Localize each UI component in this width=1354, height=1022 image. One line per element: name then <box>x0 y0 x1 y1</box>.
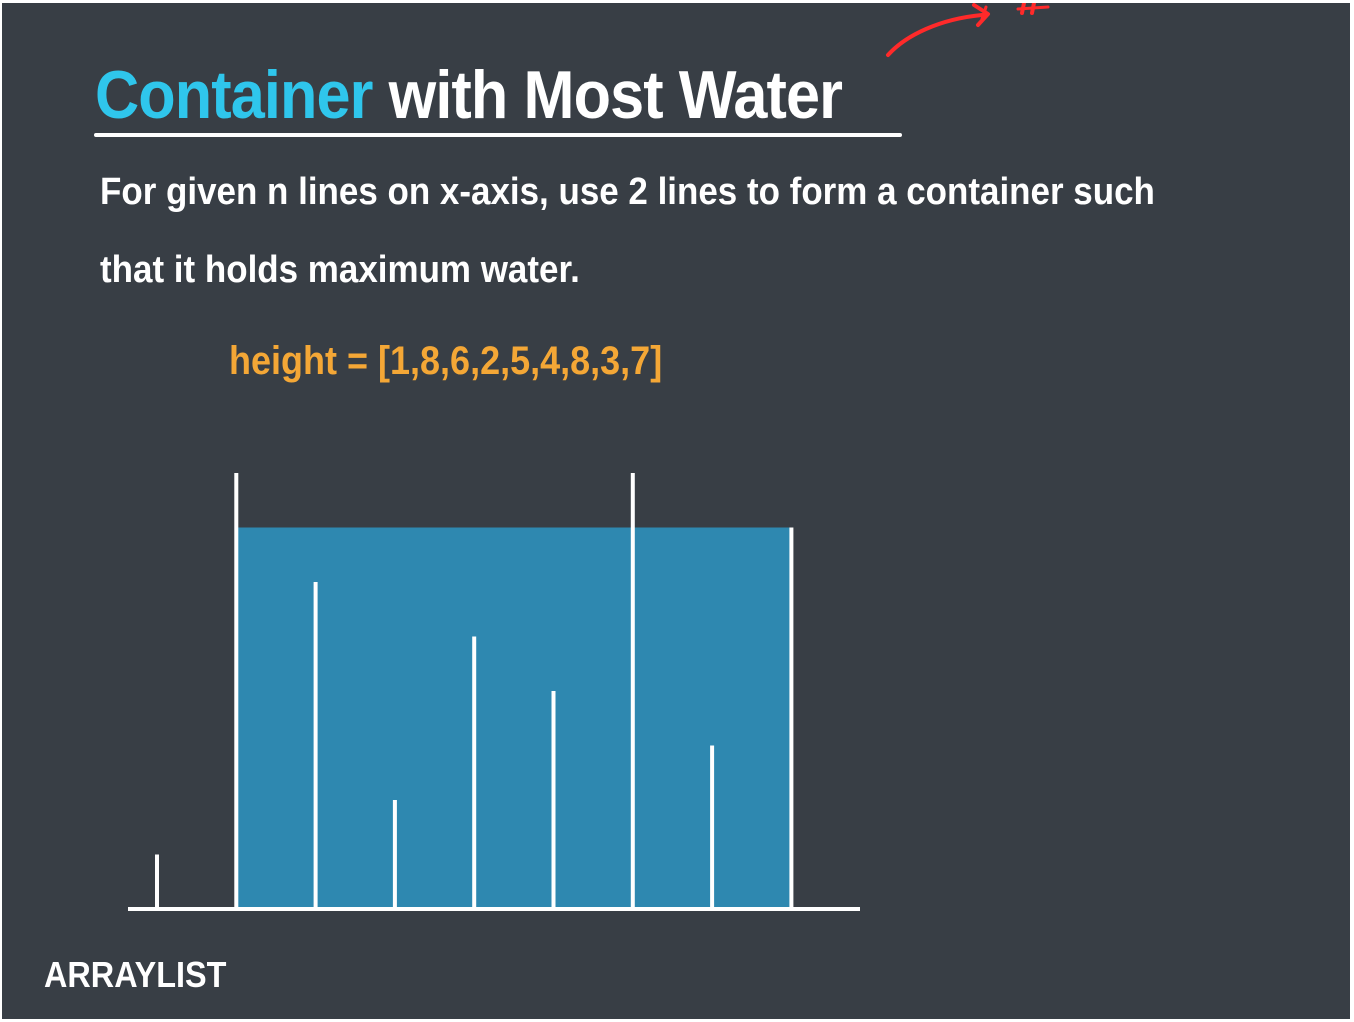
height-array-label: height = [1,8,6,2,5,4,8,3,7] <box>229 339 663 383</box>
red-arrow-scribble-icon <box>886 3 1050 57</box>
brand-logo: ARRAYLIST <box>44 954 227 995</box>
description-line-1: For given n lines on x-axis, use 2 lines… <box>100 171 1155 213</box>
title-rest: with Most Water <box>372 57 843 133</box>
page-title: Container with Most Water <box>95 53 843 137</box>
problem-description: For given n lines on x-axis, use 2 lines… <box>100 153 1241 309</box>
title-accent-word: Container <box>95 57 373 133</box>
title-underline <box>94 133 902 137</box>
slide: Container with Most Water For given n li… <box>2 3 1350 1019</box>
water-area <box>236 527 792 909</box>
container-diagram <box>128 473 860 911</box>
description-line-2: that it holds maximum water. <box>100 249 580 291</box>
